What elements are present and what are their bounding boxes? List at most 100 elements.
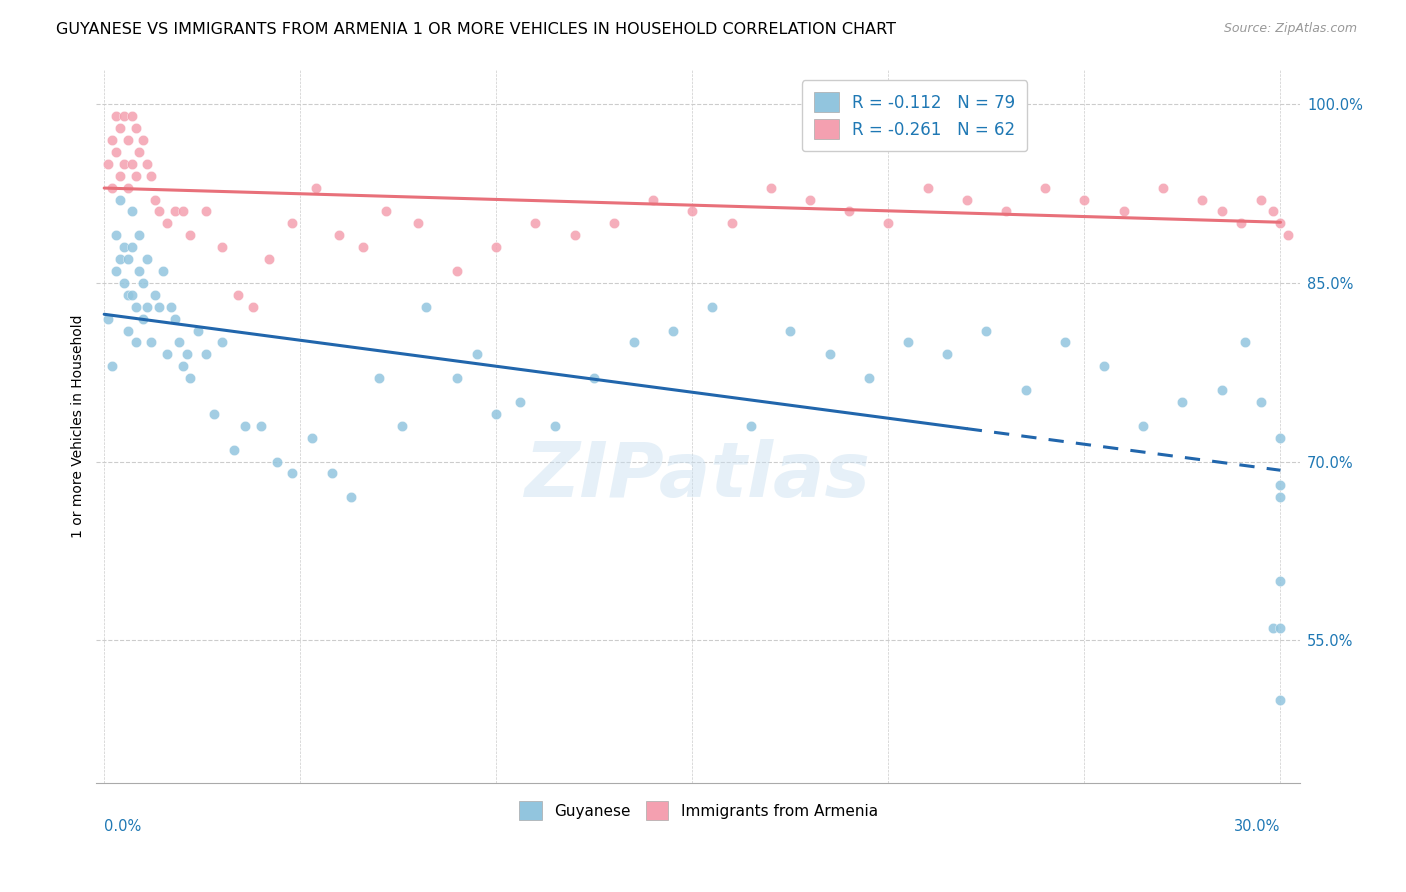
Point (112, 109, 135, 123)
Point (485, 407, 508, 421)
Point (124, 169, 146, 183)
Point (1270, 621, 1292, 635)
Point (740, 418, 762, 433)
Point (222, 442, 245, 457)
Text: GUYANESE VS IMMIGRANTS FROM ARMENIA 1 OR MORE VEHICLES IN HOUSEHOLD CORRELATION : GUYANESE VS IMMIGRANTS FROM ARMENIA 1 OR… (56, 22, 896, 37)
Point (148, 204, 170, 219)
Point (117, 252, 139, 266)
Point (779, 324, 801, 338)
Point (136, 252, 159, 266)
Point (266, 454, 288, 468)
Point (799, 193, 821, 207)
Point (1053, 335, 1076, 350)
Point (415, 300, 437, 314)
Point (321, 467, 343, 481)
Point (838, 204, 860, 219)
Point (281, 467, 304, 481)
Point (661, 324, 683, 338)
Point (160, 300, 183, 314)
Point (152, 264, 174, 278)
Point (524, 216, 547, 230)
Point (211, 335, 233, 350)
Point (1152, 180, 1174, 194)
Point (1270, 692, 1292, 706)
Point (141, 335, 163, 350)
Point (936, 347, 959, 361)
Point (167, 335, 190, 350)
Point (281, 216, 304, 230)
Point (257, 252, 280, 266)
Point (352, 240, 374, 254)
Point (603, 216, 626, 230)
Point (897, 335, 920, 350)
Point (97, 311, 120, 326)
Point (104, 109, 127, 123)
Point (124, 300, 146, 314)
Point (643, 193, 665, 207)
Point (1270, 478, 1292, 492)
Point (564, 228, 586, 243)
Point (121, 204, 143, 219)
Point (104, 145, 127, 159)
Point (1230, 216, 1253, 230)
Point (101, 359, 124, 374)
Point (172, 359, 194, 374)
Point (117, 180, 139, 194)
Point (759, 180, 782, 194)
Point (1277, 228, 1299, 243)
Point (141, 169, 163, 183)
Point (211, 240, 233, 254)
Point (132, 276, 155, 290)
Point (681, 204, 703, 219)
Point (117, 133, 139, 147)
Point (128, 264, 150, 278)
Point (995, 204, 1018, 219)
Text: ZIPatlas: ZIPatlas (526, 439, 872, 513)
Point (179, 228, 201, 243)
Point (195, 347, 218, 361)
Point (242, 300, 264, 314)
Point (136, 157, 159, 171)
Point (1270, 431, 1292, 445)
Point (121, 240, 143, 254)
Point (1250, 193, 1272, 207)
Point (136, 300, 159, 314)
Point (108, 252, 131, 266)
Point (328, 228, 350, 243)
Point (132, 133, 155, 147)
Text: 30.0%: 30.0% (1234, 819, 1281, 834)
Point (301, 431, 323, 445)
Point (156, 216, 179, 230)
Point (544, 418, 567, 433)
Point (1261, 621, 1284, 635)
Point (148, 300, 170, 314)
Point (1250, 395, 1272, 409)
Point (1234, 335, 1257, 350)
Point (101, 133, 124, 147)
Point (1211, 204, 1233, 219)
Point (117, 287, 139, 301)
Point (121, 109, 143, 123)
Point (117, 324, 139, 338)
Legend: Guyanese, Immigrants from Armenia: Guyanese, Immigrants from Armenia (509, 792, 887, 829)
Point (124, 121, 146, 136)
Point (128, 228, 150, 243)
Point (877, 216, 900, 230)
Point (172, 204, 194, 219)
Point (391, 418, 413, 433)
Point (509, 395, 531, 409)
Point (233, 418, 256, 433)
Point (976, 324, 998, 338)
Point (121, 157, 143, 171)
Point (1014, 383, 1036, 397)
Point (1073, 193, 1095, 207)
Point (720, 216, 742, 230)
Point (700, 300, 723, 314)
Point (112, 240, 135, 254)
Point (446, 264, 468, 278)
Point (101, 180, 124, 194)
Point (305, 180, 328, 194)
Point (1112, 204, 1135, 219)
Point (1033, 180, 1056, 194)
Point (340, 490, 363, 504)
